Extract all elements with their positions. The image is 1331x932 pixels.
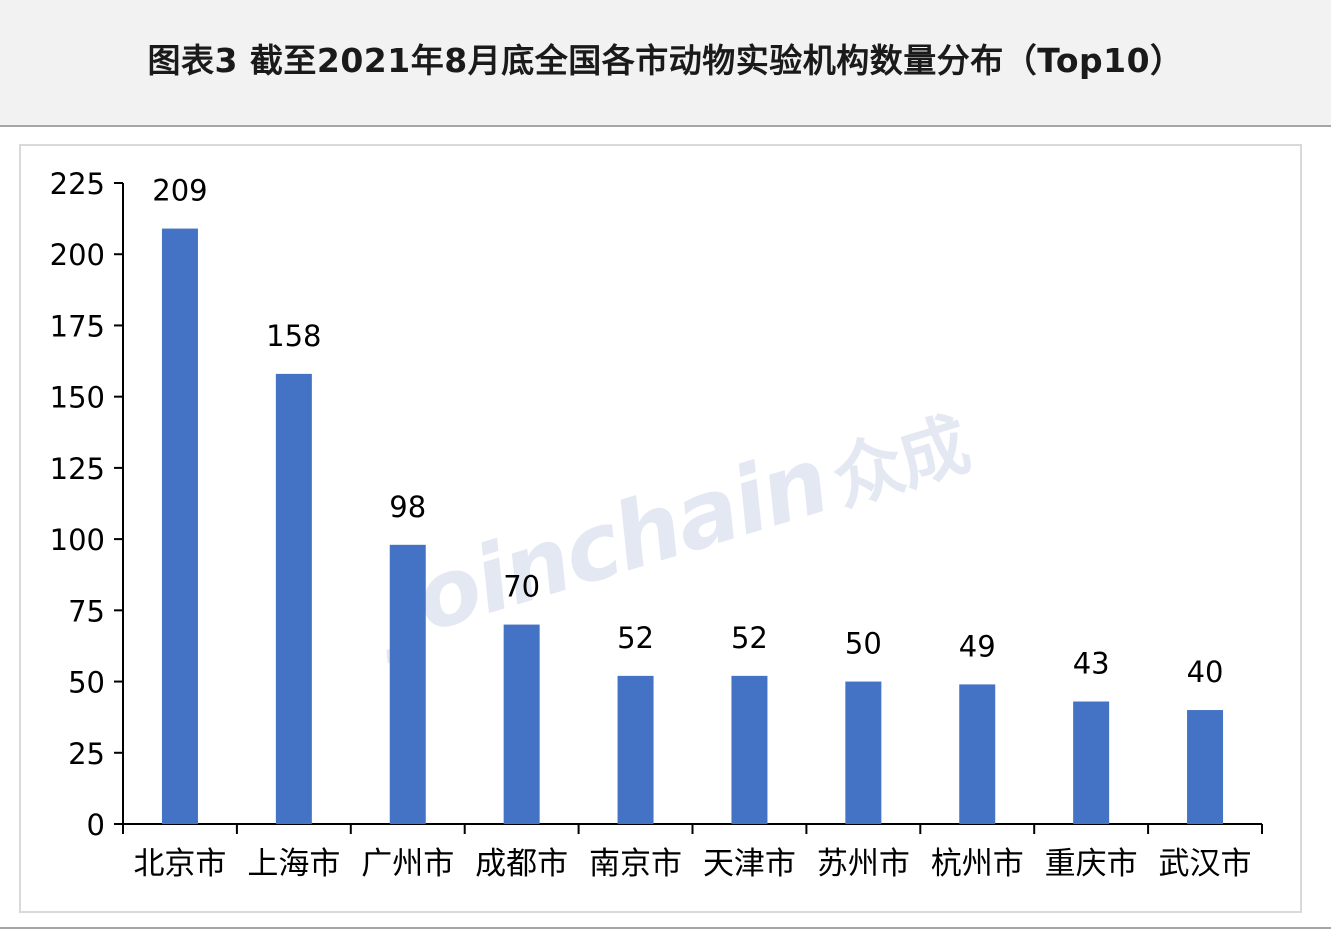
bar: [1073, 701, 1110, 824]
y-tick-label: 75: [68, 594, 105, 628]
title-bar: 图表3 截至2021年8月底全国各市动物实验机构数量分布（Top10）: [0, 0, 1331, 127]
data-label: 43: [1073, 646, 1110, 680]
bar: [389, 544, 426, 824]
x-tick-label: 天津市: [703, 846, 796, 882]
y-tick-label: 225: [50, 167, 105, 201]
x-tick-label: 北京市: [133, 846, 226, 882]
bar: [617, 675, 654, 824]
x-tick-label: 成都市: [475, 846, 568, 882]
y-tick-label: 125: [50, 452, 105, 486]
y-tick-label: 175: [50, 309, 105, 343]
bar: [503, 624, 540, 824]
y-tick-label: 50: [68, 666, 105, 700]
x-tick-label: 苏州市: [817, 846, 910, 882]
bar: [275, 373, 312, 824]
x-tick-label: 杭州市: [931, 846, 1024, 882]
y-tick-label: 200: [50, 238, 105, 272]
data-label: 98: [389, 490, 426, 524]
bar: [1187, 710, 1224, 824]
data-label: 52: [617, 621, 654, 655]
data-label: 49: [959, 629, 996, 663]
data-label: 70: [503, 570, 540, 604]
bar: [161, 228, 198, 825]
bar: [959, 684, 996, 824]
data-label: 158: [266, 319, 321, 353]
data-label: 40: [1187, 655, 1224, 689]
y-tick-label: 0: [87, 808, 105, 842]
x-tick-label: 广州市: [361, 846, 454, 882]
bottom-rule: [0, 927, 1331, 929]
data-label: 52: [731, 621, 768, 655]
chart-title: 图表3 截至2021年8月底全国各市动物实验机构数量分布（Top10）: [147, 41, 1184, 80]
x-tick-label: 上海市: [247, 846, 340, 882]
data-label: 209: [152, 174, 207, 208]
y-tick-label: 150: [50, 381, 105, 415]
bar: [845, 681, 882, 824]
x-tick-label: 重庆市: [1045, 846, 1138, 882]
x-tick-label: 武汉市: [1159, 846, 1252, 882]
x-tick-label: 南京市: [589, 846, 682, 882]
y-tick-label: 25: [68, 737, 105, 771]
bar: [731, 675, 768, 824]
data-label: 50: [845, 627, 882, 661]
y-tick-label: 100: [50, 523, 105, 557]
